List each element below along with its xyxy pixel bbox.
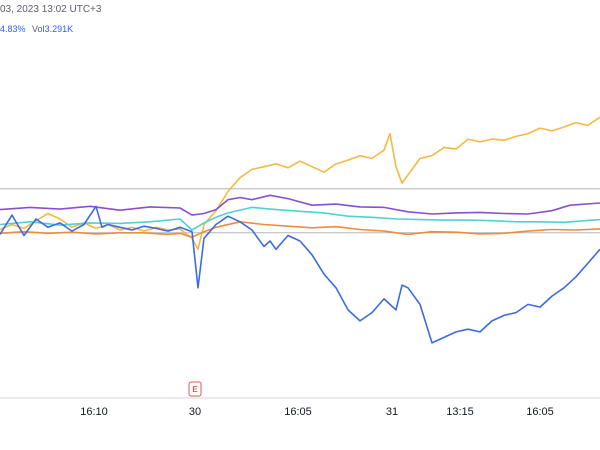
x-tick-label: 16:05 bbox=[526, 406, 554, 418]
change-percent: 4.83% bbox=[0, 24, 26, 34]
volume-value: 3.291K bbox=[44, 24, 74, 34]
series-line-4 bbox=[0, 221, 600, 238]
x-tick-label: 13:15 bbox=[446, 406, 474, 418]
chart-header-stats: 4.83% Vol3.291K bbox=[0, 24, 73, 34]
event-marker[interactable]: E bbox=[188, 381, 202, 397]
series-layer bbox=[0, 116, 600, 344]
x-tick-label: 16:05 bbox=[284, 406, 312, 418]
volume-label: Vol bbox=[32, 24, 45, 34]
series-line-3 bbox=[0, 206, 600, 231]
x-tick-label: 30 bbox=[189, 406, 201, 418]
event-marker-label: E bbox=[192, 385, 198, 394]
x-tick-label: 31 bbox=[386, 406, 398, 418]
series-line-1 bbox=[0, 116, 600, 251]
x-axis: 16:10 30 16:05 31 13:15 16:05 bbox=[80, 406, 554, 418]
x-tick-label: 16:10 bbox=[80, 406, 108, 418]
event-marker-box[interactable] bbox=[188, 381, 202, 397]
chart-header-datetime: 03, 2023 13:02 UTC+3 bbox=[0, 4, 102, 15]
series-line-2 bbox=[0, 194, 600, 216]
grid-layer bbox=[0, 188, 600, 399]
series-line-5 bbox=[0, 205, 600, 344]
